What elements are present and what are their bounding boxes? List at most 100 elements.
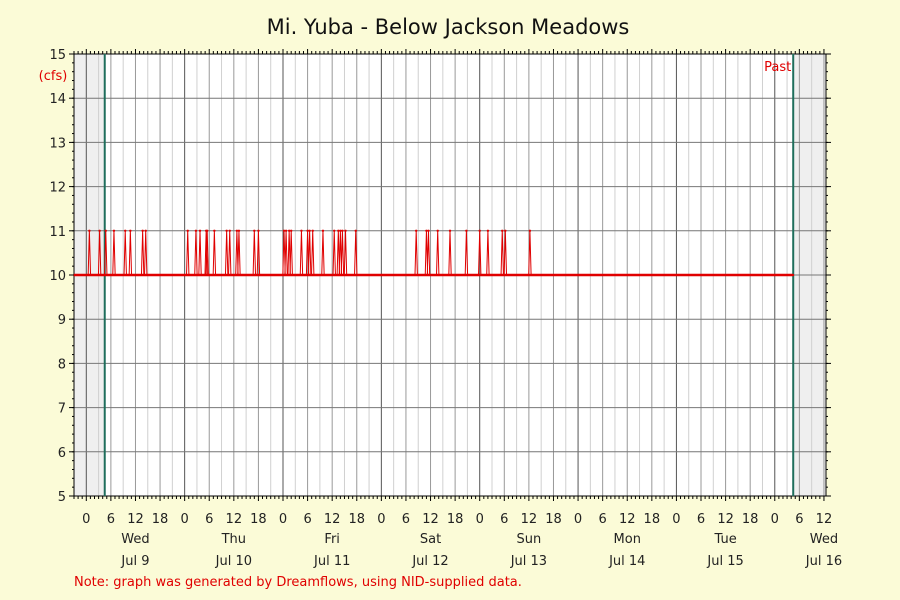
x-tick-label: 0 [476,512,484,527]
data-point [137,274,140,276]
data-point [171,274,174,276]
data-point [352,274,355,276]
data-point [282,274,285,276]
data-point [604,274,607,276]
data-point [635,274,638,276]
data-point [368,274,371,276]
data-point [355,274,358,276]
data-point [534,274,537,276]
data-point [260,274,263,276]
data-point [374,274,377,276]
data-point [595,274,598,276]
data-point [194,229,198,232]
data-point [764,274,767,276]
data-point [580,274,583,276]
data-point [275,274,278,276]
x-date-label: Jul 14 [608,554,645,569]
data-point [294,274,297,276]
y-tick-label: 15 [49,48,66,63]
data-point [309,274,312,276]
data-point [414,274,417,276]
data-point [321,274,324,276]
data-point [272,274,275,276]
data-point [315,274,318,276]
x-date-label: Jul 16 [805,554,842,569]
data-point [675,274,678,276]
y-tick-label: 10 [49,269,66,284]
data-point [321,229,325,232]
data-point [475,274,478,276]
data-point [641,274,644,276]
data-point [546,274,549,276]
data-point [727,274,730,276]
data-point [617,274,620,276]
data-point [340,274,343,276]
data-point [337,274,340,276]
data-point [100,274,103,276]
data-point [229,274,232,276]
y-tick-label: 7 [58,402,66,417]
data-point [129,229,132,232]
data-point [486,229,490,232]
data-point [300,274,303,276]
data-point [724,274,727,276]
data-point [282,229,286,232]
data-point [613,274,616,276]
data-point [749,274,752,276]
data-point [432,274,435,276]
x-tick-label: 12 [127,512,144,527]
data-point [311,229,314,232]
x-tick-label: 18 [545,512,562,527]
data-point [180,274,183,276]
data-point [116,274,119,276]
data-point [656,274,659,276]
x-tick-label: 12 [619,512,636,527]
data-point [644,274,647,276]
data-point [592,274,595,276]
data-point [501,229,504,232]
data-point [506,274,509,276]
data-point [297,274,300,276]
data-point [152,274,155,276]
data-point [383,274,386,276]
data-point [237,229,241,232]
data-point [417,274,420,276]
x-tick-label: 0 [672,512,680,527]
data-point [174,274,177,276]
data-point [632,274,635,276]
data-point [291,274,294,276]
data-point [205,274,208,276]
data-point [429,274,432,276]
data-point [451,274,454,276]
data-point [155,274,158,276]
data-point [425,229,428,232]
data-point [112,229,116,232]
data-point [289,229,293,232]
x-date-label: Jul 11 [313,554,350,569]
marks: Past [73,54,795,496]
data-point [690,274,693,276]
data-point [715,274,718,276]
data-point [601,274,604,276]
data-point [770,274,773,276]
data-point [287,229,291,232]
data-point [684,274,687,276]
data-point [758,274,761,276]
data-point [177,274,180,276]
data-point [79,274,82,276]
data-point [88,229,91,232]
x-tick-label: 18 [742,512,759,527]
data-point [494,274,497,276]
data-point [205,229,209,232]
data-point [202,274,205,276]
data-point [755,274,758,276]
data-point [242,274,245,276]
x-date-label: Jul 15 [706,554,743,569]
y-tick-label: 12 [49,181,66,196]
data-point [518,274,521,276]
data-point [303,274,306,276]
data-point [681,274,684,276]
data-point [573,274,576,276]
data-point [564,274,567,276]
data-point [761,274,764,276]
